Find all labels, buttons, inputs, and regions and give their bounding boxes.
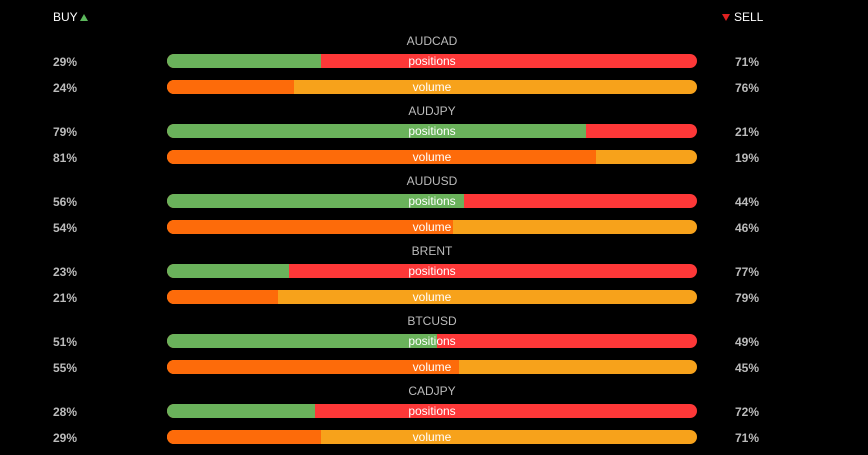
positions-buy-fill (167, 124, 586, 138)
instrument-row: AUDJPY 79% positions 21% 81% volume 19% (0, 102, 868, 172)
positions-row: 79% positions 21% (0, 124, 868, 139)
positions-bar-label: positions (408, 54, 456, 68)
positions-row: 29% positions 71% (0, 54, 868, 69)
triangle-down-icon (722, 13, 730, 21)
positions-buy-percent: 28% (53, 405, 78, 419)
volume-bar-label: volume (412, 220, 452, 234)
volume-buy-fill (167, 220, 454, 234)
positions-sell-percent: 71% (735, 55, 760, 69)
positions-bar: positions (167, 124, 697, 138)
volume-bar: volume (167, 150, 697, 164)
positions-row: 51% positions 49% (0, 334, 868, 349)
volume-sell-percent: 19% (735, 151, 760, 165)
positions-row: 56% positions 44% (0, 194, 868, 209)
volume-buy-percent: 24% (53, 81, 78, 95)
volume-bar: volume (167, 220, 697, 234)
volume-row: 55% volume 45% (0, 360, 868, 375)
volume-row: 81% volume 19% (0, 150, 868, 165)
volume-buy-percent: 21% (53, 291, 78, 305)
volume-bar: volume (167, 360, 697, 374)
positions-bar: positions (167, 194, 697, 208)
volume-bar-label: volume (412, 360, 452, 374)
positions-buy-fill (167, 264, 289, 278)
instrument-row: AUDUSD 56% positions 44% 54% volume 46% (0, 172, 868, 242)
volume-sell-percent: 76% (735, 81, 760, 95)
volume-buy-percent: 29% (53, 431, 78, 445)
volume-buy-percent: 81% (53, 151, 78, 165)
volume-bar-label: volume (412, 150, 452, 164)
instrument-list: AUDCAD 29% positions 71% 24% volume 76% AUDJPY 7… (0, 32, 868, 452)
positions-bar: positions (167, 334, 697, 348)
positions-bar: positions (167, 404, 697, 418)
volume-sell-percent: 71% (735, 431, 760, 445)
instrument-symbol: BRENT (411, 244, 453, 258)
volume-row: 21% volume 79% (0, 290, 868, 305)
positions-buy-fill (167, 404, 316, 418)
volume-row: 54% volume 46% (0, 220, 868, 235)
instrument-row: BTCUSD 51% positions 49% 55% volume 45% (0, 312, 868, 382)
positions-bar-label: positions (408, 334, 456, 348)
instrument-symbol: CADJPY (408, 384, 456, 398)
positions-bar-label: positions (408, 404, 456, 418)
positions-buy-percent: 56% (53, 195, 78, 209)
positions-buy-percent: 29% (53, 55, 78, 69)
positions-buy-percent: 51% (53, 335, 78, 349)
sell-header-label: SELL (734, 10, 764, 24)
positions-bar-label: positions (408, 264, 456, 278)
instrument-symbol: AUDCAD (406, 34, 458, 48)
volume-bar: volume (167, 430, 697, 444)
sell-header: SELL (722, 10, 763, 24)
instrument-row: AUDCAD 29% positions 71% 24% volume 76% (0, 32, 868, 102)
instrument-symbol: AUDJPY (408, 104, 456, 118)
positions-buy-percent: 23% (53, 265, 78, 279)
positions-row: 28% positions 72% (0, 404, 868, 419)
positions-bar: positions (167, 264, 697, 278)
volume-sell-percent: 45% (735, 361, 760, 375)
volume-row: 24% volume 76% (0, 80, 868, 95)
volume-row: 29% volume 71% (0, 430, 868, 445)
buy-header: BUY (53, 10, 88, 24)
triangle-up-icon (79, 13, 88, 21)
positions-bar: positions (167, 54, 697, 68)
positions-sell-percent: 44% (735, 195, 760, 209)
positions-buy-fill (167, 194, 464, 208)
instrument-symbol: BTCUSD (407, 314, 457, 328)
instrument-symbol: AUDUSD (406, 174, 458, 188)
volume-buy-fill (167, 290, 279, 304)
volume-bar: volume (167, 80, 697, 94)
volume-bar: volume (167, 290, 697, 304)
positions-sell-percent: 21% (735, 125, 760, 139)
volume-buy-fill (167, 430, 321, 444)
instrument-row: CADJPY 28% positions 72% 29% volume 71% (0, 382, 868, 452)
positions-sell-percent: 49% (735, 335, 760, 349)
positions-sell-percent: 77% (735, 265, 760, 279)
volume-sell-percent: 79% (735, 291, 760, 305)
volume-bar-label: volume (412, 290, 452, 304)
positions-bar-label: positions (408, 124, 456, 138)
buy-header-label: BUY (53, 10, 78, 24)
volume-buy-percent: 55% (53, 361, 78, 375)
positions-bar-label: positions (408, 194, 456, 208)
volume-sell-percent: 46% (735, 221, 760, 235)
volume-buy-fill (167, 360, 459, 374)
volume-buy-percent: 54% (53, 221, 78, 235)
positions-buy-fill (167, 334, 438, 348)
volume-bar-label: volume (412, 430, 452, 444)
positions-buy-percent: 79% (53, 125, 78, 139)
instrument-row: BRENT 23% positions 77% 21% volume 79% (0, 242, 868, 312)
positions-sell-percent: 72% (735, 405, 760, 419)
positions-row: 23% positions 77% (0, 264, 868, 279)
volume-bar-label: volume (412, 80, 452, 94)
volume-buy-fill (167, 150, 597, 164)
positions-buy-fill (167, 54, 321, 68)
volume-buy-fill (167, 80, 295, 94)
